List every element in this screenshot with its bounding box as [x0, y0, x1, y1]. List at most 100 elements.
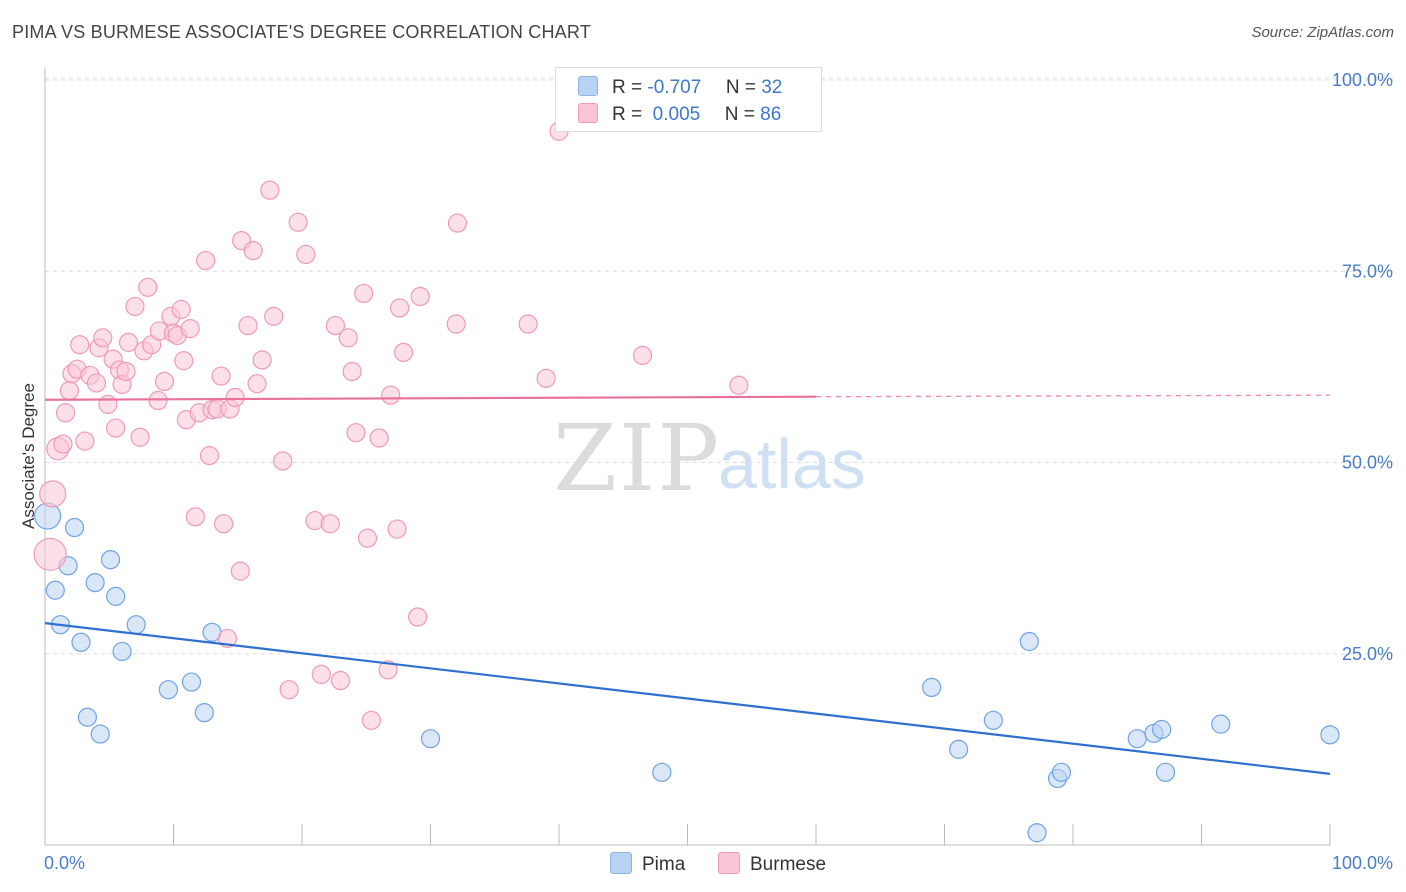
burmese-point — [305, 511, 325, 531]
pima-point — [1320, 725, 1340, 745]
burmese-point — [260, 180, 280, 200]
burmese-point — [446, 314, 466, 334]
burmese-point — [130, 427, 150, 447]
burmese-point — [381, 385, 401, 405]
burmese-point — [252, 350, 272, 370]
pima-point — [1127, 729, 1147, 749]
pima-swatch — [578, 76, 598, 96]
burmese-point — [390, 298, 410, 318]
y-tick-label: 50.0% — [1342, 453, 1393, 473]
pima-point — [1155, 762, 1176, 782]
burmese-point — [243, 240, 263, 261]
y-axis-label: Associate's Degree — [19, 383, 38, 529]
burmese-point — [148, 390, 168, 411]
pima-r-label: R = — [612, 77, 643, 98]
burmese-point — [154, 371, 175, 392]
burmese-point — [408, 607, 428, 627]
burmese-point — [338, 328, 358, 348]
tick-labels: 25.0% 50.0% 75.0% 100.0% 0.0% 100.0% — [44, 70, 1393, 873]
axes — [44, 68, 1331, 846]
burmese-point — [330, 670, 351, 691]
pima-point — [1152, 719, 1172, 740]
pima-point — [652, 762, 672, 782]
burmese-point — [33, 537, 67, 571]
burmese-point — [116, 361, 136, 382]
watermark: ZIP atlas — [553, 405, 866, 512]
burmese-point — [211, 366, 231, 386]
burmese-r-label: R = — [612, 104, 643, 125]
burmese-point — [174, 351, 194, 371]
source-credit: Source: ZipAtlas.com — [1251, 24, 1394, 41]
burmese-point — [279, 680, 299, 700]
burmese-point — [70, 335, 90, 355]
pima-r-value: -0.707 — [647, 77, 702, 98]
burmese-point — [518, 314, 538, 334]
burmese-n-value: 86 — [760, 104, 782, 125]
burmese-point — [185, 507, 205, 527]
burmese-point — [53, 434, 73, 454]
x-tick-label: 0.0% — [44, 853, 85, 873]
burmese-point — [393, 342, 414, 362]
burmese-point — [410, 286, 430, 307]
pima-point — [85, 573, 105, 593]
burmese-point — [118, 332, 139, 352]
pima-point — [112, 641, 132, 662]
burmese-point — [55, 403, 76, 423]
burmese-point — [75, 431, 95, 451]
x-tick-label: 100.0% — [1332, 853, 1393, 873]
bottom-legend-pima: Pima — [610, 852, 685, 876]
burmese-point — [296, 244, 316, 265]
bottom-pima-swatch — [610, 852, 632, 874]
watermark-atlas: atlas — [718, 425, 866, 503]
pima-point — [71, 632, 91, 652]
pima-point — [1051, 762, 1072, 782]
pima-n-label: N = — [725, 77, 756, 98]
burmese-point — [196, 250, 216, 271]
pima-point — [90, 724, 110, 744]
burmese-point — [342, 361, 362, 382]
bottom-burmese-swatch — [718, 852, 740, 874]
burmese-point — [106, 418, 126, 438]
burmese-n-label: N = — [724, 104, 755, 125]
burmese-point — [98, 394, 118, 414]
burmese-point — [225, 387, 245, 408]
legend-row-pima: R = -0.707 N = 32 — [578, 76, 782, 102]
burmese-point — [325, 315, 346, 336]
burmese-point — [199, 446, 220, 466]
burmese-point — [729, 375, 749, 395]
pima-point — [64, 517, 85, 538]
burmese-point — [361, 710, 381, 730]
legend-row-burmese: R = 0.005 N = 86 — [578, 103, 781, 129]
burmese-point — [230, 561, 250, 581]
burmese-point — [214, 514, 234, 534]
burmese-point — [180, 319, 200, 339]
burmese-swatch — [578, 103, 598, 123]
burmese-point — [39, 480, 67, 508]
trend-lines — [44, 394, 1331, 775]
burmese-point — [378, 660, 398, 680]
bottom-burmese-label: Burmese — [750, 854, 827, 875]
y-tick-label: 75.0% — [1342, 261, 1393, 281]
bottom-legend-burmese: Burmese — [718, 852, 826, 876]
burmese-point — [238, 315, 258, 336]
y-tick-label: 25.0% — [1342, 644, 1393, 664]
y-tick-label: 100.0% — [1332, 70, 1393, 90]
pima-point — [33, 502, 62, 530]
pima-point — [949, 739, 969, 759]
burmese-trend-line — [44, 395, 817, 401]
burmese-point — [93, 328, 113, 348]
burmese-point — [447, 213, 468, 233]
pima-point — [181, 672, 202, 692]
burmese-point — [59, 380, 80, 401]
burmese-point — [311, 664, 331, 685]
pima-point — [100, 550, 121, 570]
pima-trend-line — [44, 622, 1331, 775]
pima-point — [126, 615, 146, 635]
burmese-point — [536, 368, 556, 388]
burmese-point — [357, 528, 378, 548]
pima-point — [922, 677, 942, 698]
chart-title: PIMA VS BURMESE ASSOCIATE'S DEGREE CORRE… — [12, 22, 591, 42]
burmese-point — [264, 306, 284, 326]
burmese-point — [346, 423, 366, 443]
